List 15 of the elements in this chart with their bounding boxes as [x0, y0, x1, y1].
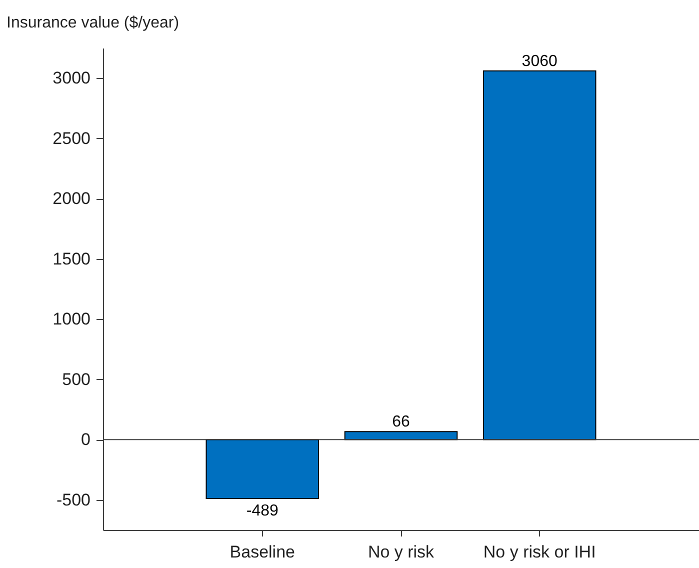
y-tick-label: -500 — [56, 490, 90, 510]
data-label: -489 — [246, 502, 279, 520]
data-label: 3060 — [522, 52, 558, 70]
x-tick-label: Baseline — [230, 542, 296, 562]
x-tick-label: No y risk or IHI — [483, 542, 596, 562]
y-tick-label: 1500 — [52, 249, 90, 268]
x-tick-label: No y risk — [368, 542, 435, 562]
y-tick-label: 2000 — [52, 189, 90, 208]
y-tick-label: 2500 — [52, 128, 90, 148]
y-tick-label: 500 — [62, 370, 90, 389]
data-label: 66 — [392, 414, 410, 431]
y-tick-label: 0 — [81, 430, 90, 450]
y-tick-label: 1000 — [52, 310, 90, 329]
y-axis-title: Insurance value ($/year) — [6, 14, 180, 32]
y-tick-label: 3000 — [52, 68, 90, 88]
